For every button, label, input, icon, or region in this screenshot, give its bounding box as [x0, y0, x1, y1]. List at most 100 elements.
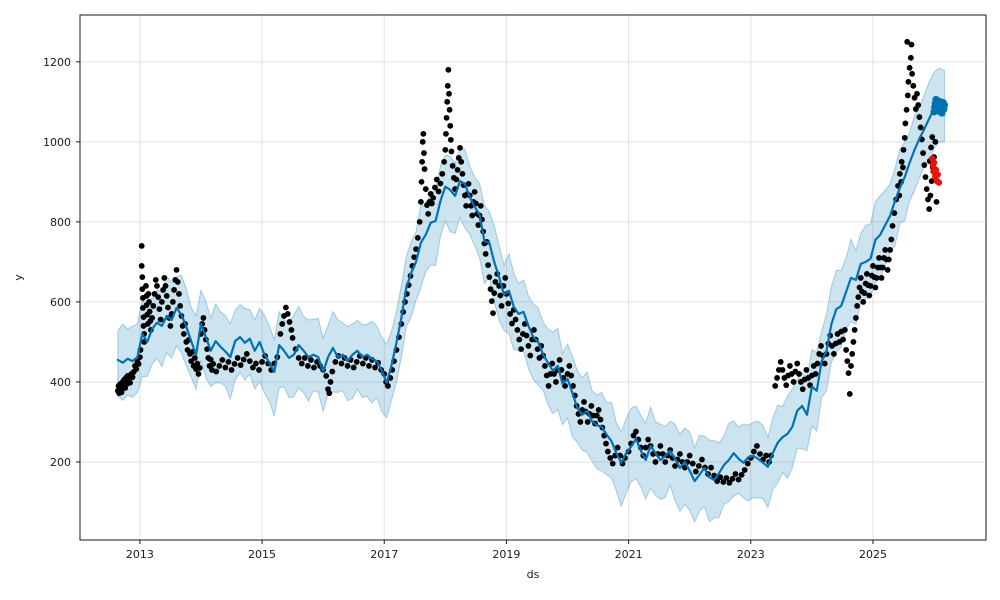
- actual-point: [180, 331, 187, 337]
- actual-point: [531, 327, 537, 333]
- actual-point: [240, 356, 247, 363]
- y-tick-label: 600: [50, 296, 71, 309]
- actual-point: [915, 102, 922, 108]
- actual-point: [779, 367, 786, 373]
- actual-point: [855, 294, 862, 301]
- actual-point: [732, 471, 739, 477]
- actual-point: [416, 218, 423, 225]
- actual-point: [145, 291, 152, 297]
- recent-actual-point: [935, 179, 943, 186]
- actual-point: [717, 474, 724, 481]
- actual-point: [146, 308, 153, 315]
- actual-point: [607, 455, 614, 461]
- actual-point: [783, 382, 790, 389]
- actual-point: [200, 315, 207, 321]
- actual-point: [490, 310, 496, 317]
- actual-point: [311, 364, 317, 371]
- actual-point: [642, 444, 649, 451]
- actual-point: [143, 283, 149, 289]
- actual-point: [497, 292, 504, 299]
- actual-point: [259, 359, 265, 365]
- recent-actual-point: [930, 159, 938, 166]
- actual-point: [477, 202, 484, 209]
- actual-point: [246, 358, 253, 365]
- axis-ticks: 2013 2015 2017 2019 2021 2023 2025 200 400 600 800…: [43, 56, 887, 561]
- actual-point: [372, 364, 378, 371]
- actual-point: [156, 306, 163, 313]
- actual-point: [444, 82, 451, 89]
- actual-point: [385, 383, 391, 389]
- actual-point: [173, 266, 180, 273]
- actual-point: [926, 206, 933, 212]
- actual-point: [446, 106, 453, 113]
- future-forecast-scatter: [930, 95, 949, 117]
- actual-point: [750, 448, 757, 455]
- actual-point: [162, 283, 169, 289]
- actual-point: [545, 383, 552, 389]
- actual-point: [597, 416, 604, 423]
- actual-point: [129, 374, 136, 381]
- axes-frame: [79, 14, 987, 541]
- actual-point: [288, 327, 295, 333]
- actual-point: [139, 274, 146, 280]
- actual-point: [799, 386, 806, 393]
- actual-point: [419, 158, 426, 165]
- actual-point: [152, 277, 159, 283]
- actual-point: [723, 475, 730, 481]
- actual-point: [830, 351, 837, 357]
- x-tick-label: 2025: [859, 548, 887, 561]
- y-axis-label: y: [12, 274, 25, 281]
- actual-point: [471, 188, 478, 195]
- actual-point: [413, 246, 419, 252]
- actual-point: [435, 188, 442, 195]
- actual-point: [917, 124, 924, 131]
- actual-point: [327, 379, 334, 385]
- actual-point: [568, 372, 575, 379]
- actual-point: [906, 64, 913, 71]
- actual-point: [487, 286, 494, 293]
- actual-point: [921, 162, 928, 168]
- actual-point: [695, 463, 702, 469]
- actual-point: [614, 444, 621, 451]
- actual-point: [872, 284, 879, 291]
- actual-point: [843, 347, 849, 353]
- actual-point: [904, 38, 911, 45]
- actual-point: [411, 254, 418, 260]
- actual-point: [796, 371, 802, 377]
- actual-point: [882, 246, 889, 253]
- actual-point: [645, 436, 652, 443]
- actual-point: [465, 180, 472, 187]
- actual-point: [225, 359, 232, 365]
- actual-point: [633, 428, 639, 435]
- actual-point: [562, 383, 568, 389]
- actual-point: [469, 212, 476, 219]
- actual-point: [323, 373, 330, 379]
- actual-point: [849, 351, 856, 357]
- actual-point: [854, 303, 860, 309]
- actual-point: [581, 399, 587, 405]
- actual-point: [158, 299, 165, 305]
- actual-point: [588, 403, 595, 409]
- actual-point: [866, 292, 873, 299]
- actual-point: [441, 158, 448, 165]
- actual-point: [900, 146, 907, 153]
- actual-point: [279, 321, 286, 327]
- actual-point: [157, 316, 164, 323]
- actual-point: [165, 304, 171, 311]
- actual-point: [161, 275, 168, 281]
- actual-point: [927, 192, 934, 199]
- actual-point: [845, 370, 852, 377]
- actual-point: [507, 311, 513, 317]
- actual-point: [228, 367, 235, 373]
- actual-point: [549, 360, 556, 367]
- actual-point: [794, 360, 801, 367]
- actual-point: [525, 343, 532, 349]
- x-tick-label: 2019: [492, 548, 520, 561]
- actual-point: [566, 363, 573, 369]
- actual-point: [863, 270, 870, 277]
- actual-point: [253, 360, 259, 367]
- actual-point: [595, 407, 602, 413]
- actual-point: [171, 287, 177, 293]
- actual-point: [902, 120, 909, 127]
